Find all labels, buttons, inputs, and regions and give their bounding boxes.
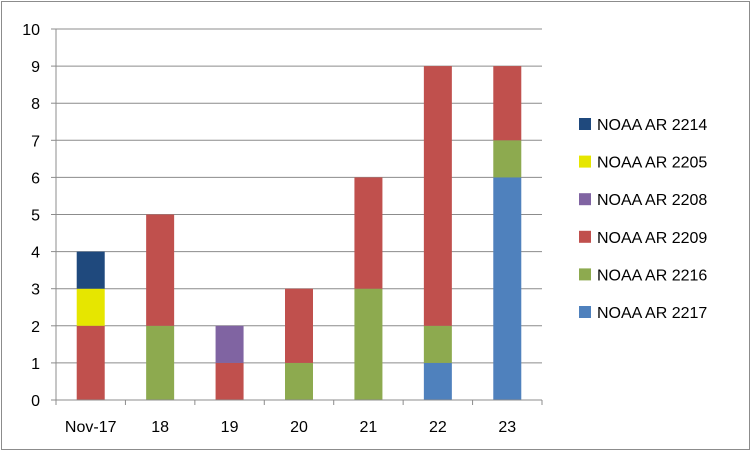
legend-swatch — [579, 306, 591, 318]
legend-item: NOAA AR 2214 — [579, 117, 707, 134]
axes — [51, 28, 543, 405]
y-tick-label: 3 — [31, 282, 40, 299]
legend-item: NOAA AR 2216 — [579, 267, 707, 284]
bar-segment — [423, 325, 452, 363]
bar-segment — [76, 288, 105, 326]
legend-swatch — [579, 118, 591, 130]
bar-segment — [215, 362, 244, 400]
x-tick-label: 19 — [221, 419, 239, 436]
bar-segment — [76, 325, 105, 400]
y-tick-label: 1 — [31, 356, 40, 373]
bar-segment — [76, 251, 105, 289]
y-tick-label: 8 — [31, 96, 40, 113]
x-tick-label: 22 — [429, 419, 447, 436]
bar-segment — [354, 177, 383, 289]
y-tick-label: 4 — [31, 245, 40, 262]
y-tick-label: 2 — [31, 319, 40, 336]
legend: NOAA AR 2214 NOAA AR 2205 NOAA AR 2208 NOAA… — [579, 117, 707, 322]
bar-segment — [285, 288, 313, 363]
bar-segment — [215, 325, 244, 363]
legend-item: NOAA AR 2217 — [579, 305, 707, 322]
x-tick-label: 21 — [360, 419, 378, 436]
bar-segment — [146, 214, 175, 326]
bar-segment — [146, 325, 175, 400]
bar-segment — [285, 362, 313, 400]
legend-label: NOAA AR 2205 — [597, 155, 707, 172]
y-tick-label: 9 — [31, 59, 40, 76]
bars — [76, 66, 522, 400]
legend-swatch — [579, 155, 591, 168]
y-tick-label: 0 — [31, 393, 40, 410]
grid-lines — [56, 28, 542, 364]
legend-swatch — [579, 230, 591, 243]
y-tick-labels: 0 1 2 3 4 5 6 7 8 9 10 — [22, 22, 40, 410]
y-tick-label: 6 — [31, 170, 40, 187]
bar-segment — [354, 288, 383, 400]
legend-swatch — [579, 193, 591, 206]
bar-segment — [423, 66, 452, 326]
legend-item: NOAA AR 2208 — [579, 192, 707, 209]
x-tick-label: 20 — [290, 419, 308, 436]
y-tick-label: 10 — [22, 22, 40, 39]
bar-segment — [493, 140, 522, 178]
legend-item: NOAA AR 2205 — [579, 155, 707, 172]
y-tick-label: 7 — [31, 133, 40, 150]
x-tick-label: 23 — [498, 419, 516, 436]
legend-label: NOAA AR 2217 — [597, 305, 707, 322]
x-tick-label: 18 — [151, 419, 169, 436]
x-tick-label: Nov-17 — [65, 419, 117, 436]
bar-segment — [493, 66, 522, 141]
bar-segment — [493, 177, 522, 400]
legend-label: NOAA AR 2209 — [597, 230, 707, 247]
y-tick-label: 5 — [31, 208, 40, 225]
legend-item: NOAA AR 2209 — [579, 230, 707, 247]
legend-swatch — [579, 268, 591, 281]
legend-label: NOAA AR 2208 — [597, 192, 707, 209]
x-tick-labels: Nov-17 18 19 20 21 22 23 — [65, 419, 516, 436]
legend-label: NOAA AR 2214 — [597, 117, 707, 134]
bar-segment — [423, 362, 452, 400]
legend-label: NOAA AR 2216 — [597, 267, 707, 284]
